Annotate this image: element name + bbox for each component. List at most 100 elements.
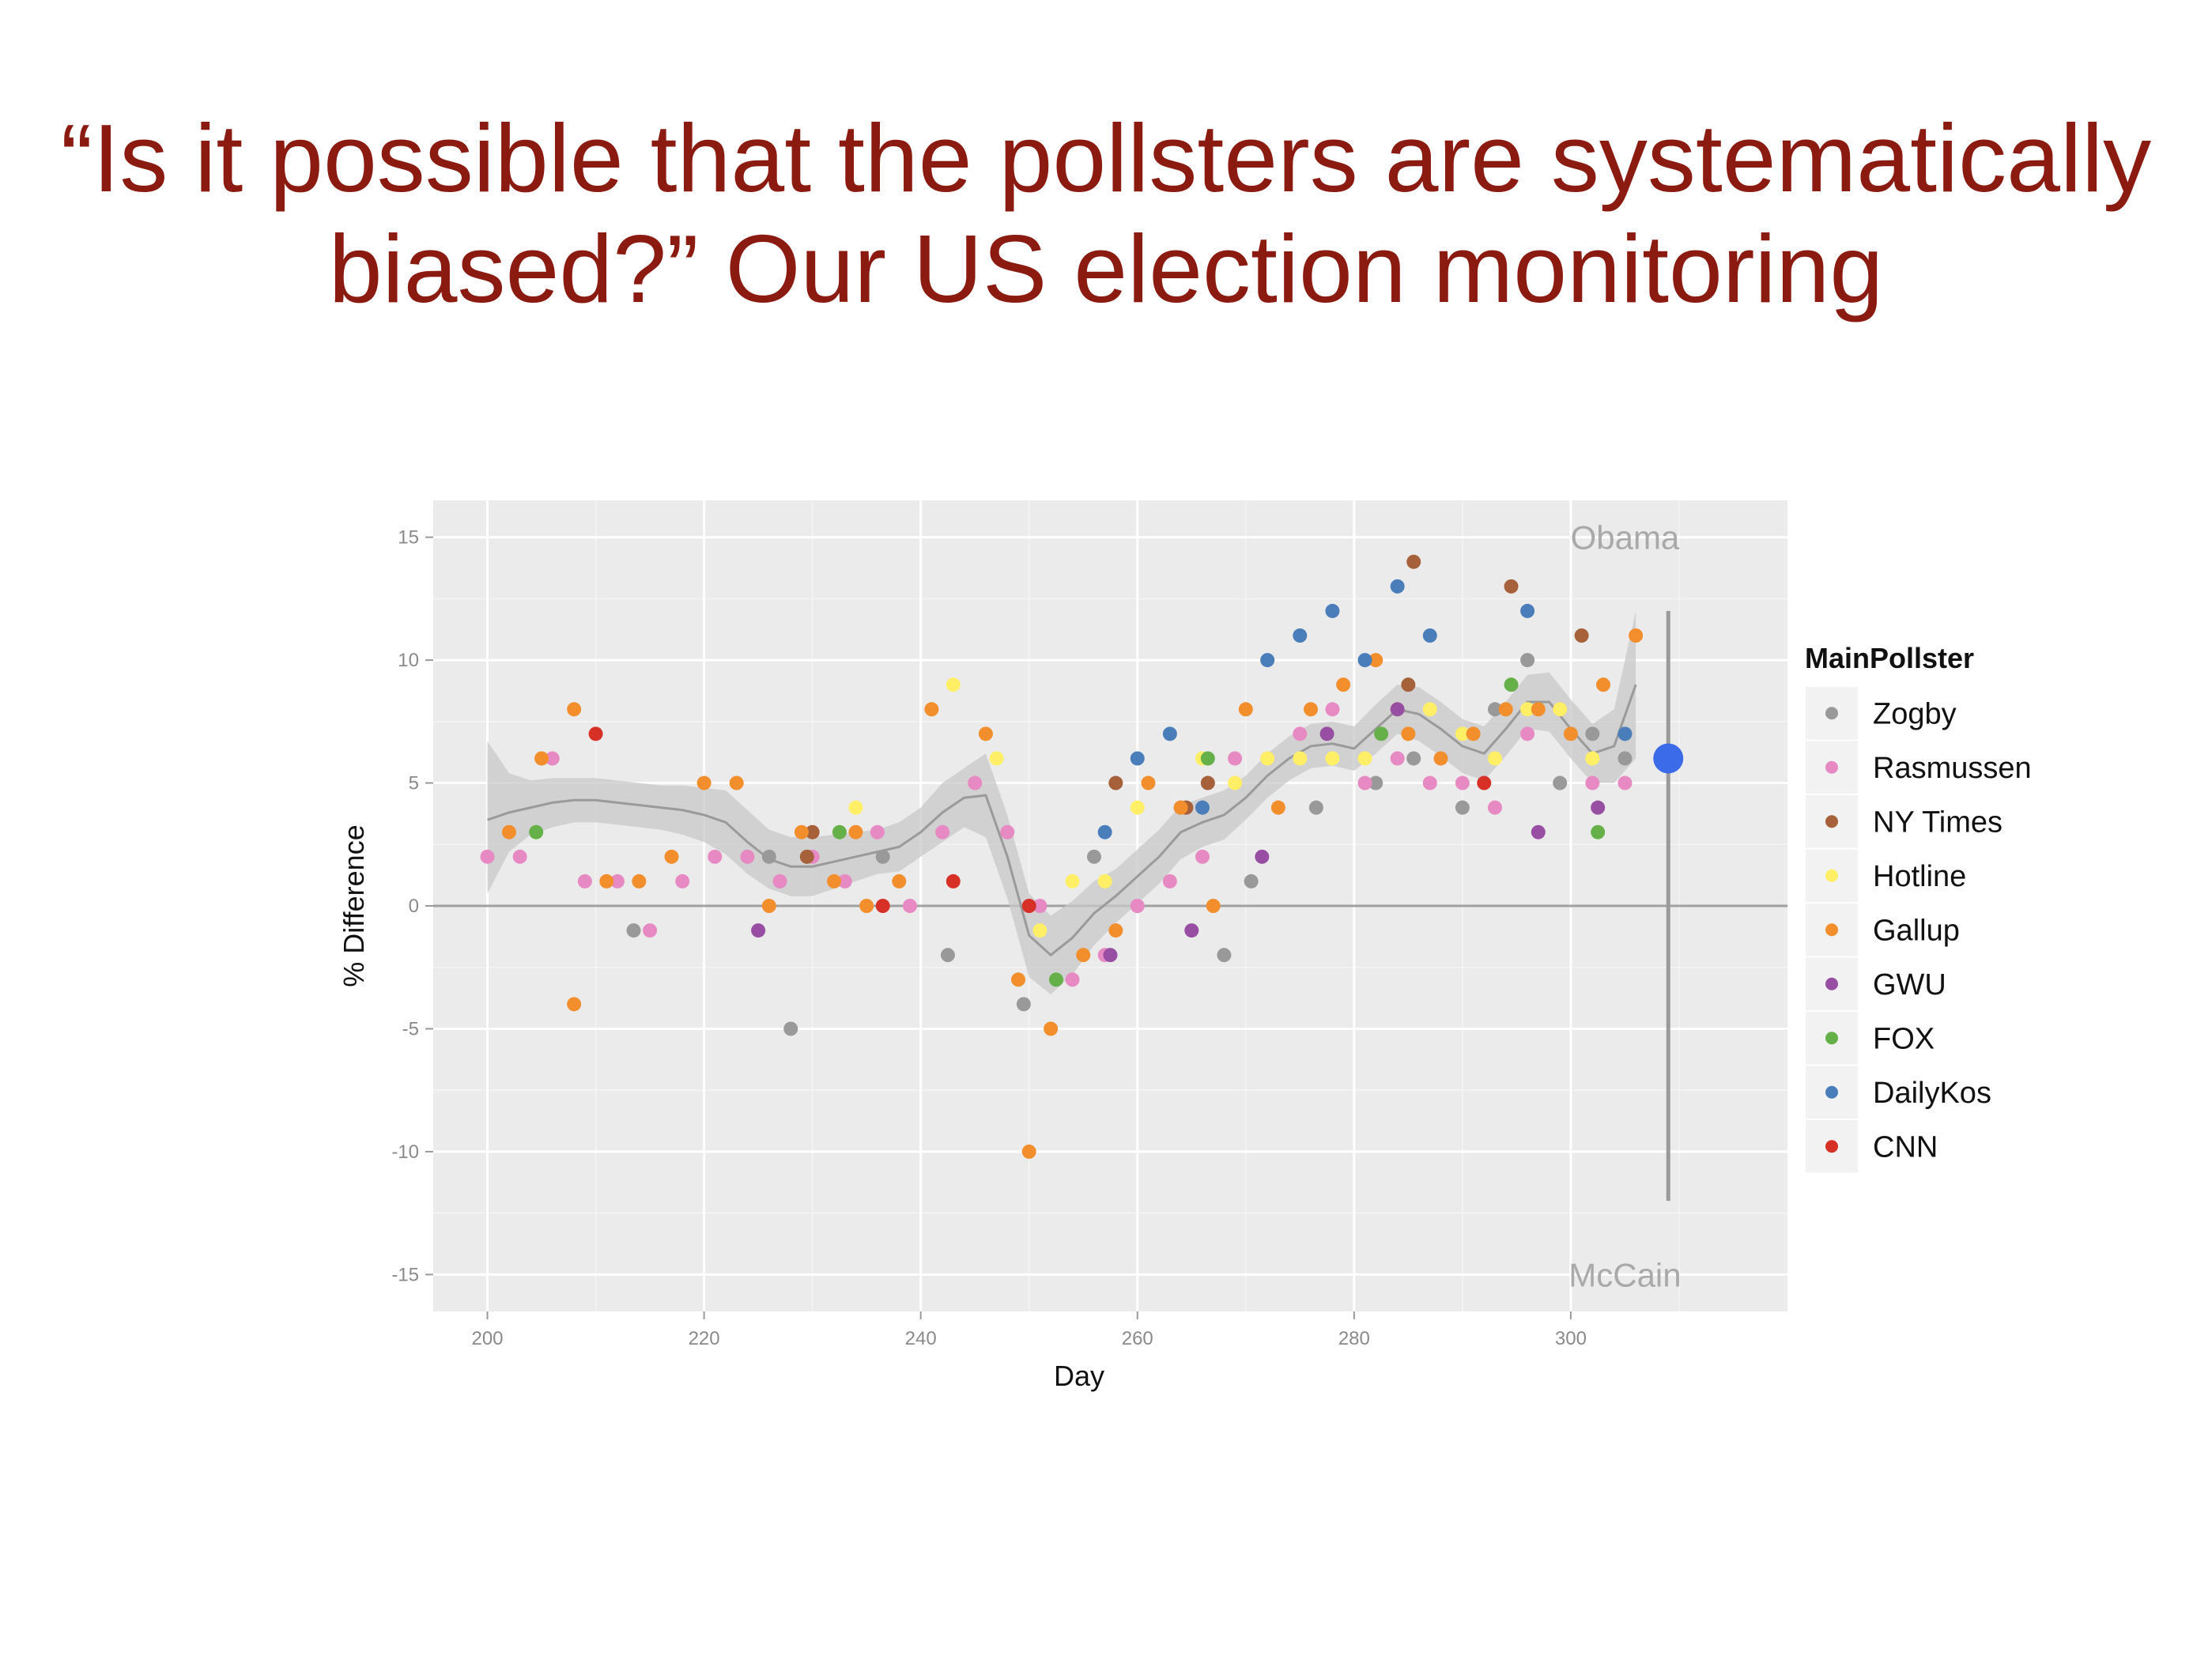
data-point (626, 923, 641, 938)
data-point (1406, 554, 1421, 569)
series-gwu (751, 702, 1606, 963)
data-point (1200, 751, 1215, 766)
x-axis-title: Day (1054, 1360, 1104, 1392)
data-point (827, 873, 842, 888)
y-axis-title: % Difference (338, 824, 370, 987)
x-tick-label: 260 (1122, 1328, 1153, 1349)
data-point (545, 751, 560, 766)
data-point (529, 824, 544, 839)
data-point (1585, 726, 1600, 741)
x-tick-label: 200 (471, 1328, 503, 1349)
data-point (875, 899, 890, 913)
data-point (1553, 775, 1568, 790)
data-point (1260, 751, 1275, 766)
data-point (1238, 702, 1253, 717)
data-point (1455, 726, 1470, 741)
data-point (1130, 800, 1145, 815)
data-point (1184, 923, 1199, 938)
confidence-band (487, 610, 1636, 994)
legend-label: Zogby (1873, 697, 1957, 730)
data-point (1477, 775, 1492, 790)
prediction-point (1653, 743, 1684, 774)
data-point (1422, 775, 1437, 790)
data-point (1487, 751, 1502, 766)
legend-label: GWU (1873, 968, 1946, 1002)
data-point (799, 849, 814, 864)
data-point (1011, 972, 1026, 987)
data-point (1065, 972, 1080, 987)
data-point (1293, 751, 1308, 766)
data-point (1032, 923, 1047, 938)
data-point (848, 824, 863, 839)
data-point (1406, 751, 1421, 766)
legend-key-marker (1825, 760, 1838, 774)
data-point (761, 899, 776, 913)
data-point (1531, 702, 1546, 717)
data-point (1629, 628, 1644, 643)
data-point (859, 899, 874, 913)
data-point (729, 775, 744, 790)
data-point (1591, 800, 1606, 815)
data-point (761, 849, 776, 864)
data-point (1585, 751, 1600, 766)
data-point (1016, 997, 1031, 1012)
data-point (1000, 824, 1015, 839)
data-point (577, 873, 592, 888)
data-point (1617, 751, 1633, 766)
data-point (567, 702, 582, 717)
data-point (740, 849, 755, 864)
data-point (1563, 726, 1578, 741)
data-point (805, 824, 820, 839)
slide-title-line-1: “Is it possible that the pollsters are s… (60, 104, 2152, 212)
legend-item-dailykos: DailyKos (1804, 1064, 1991, 1120)
data-point (1032, 899, 1047, 913)
data-point (1021, 1144, 1036, 1159)
data-point (696, 775, 712, 790)
x-tick-label: 300 (1555, 1328, 1587, 1349)
y-tick-label: 5 (409, 773, 419, 794)
data-point (1401, 677, 1416, 692)
data-point (1585, 775, 1600, 790)
data-point (632, 873, 647, 888)
legend-key-marker (1825, 707, 1838, 720)
smooth-line-path (487, 684, 1637, 957)
legend-item-cnn: CNN (1804, 1119, 1938, 1175)
data-point (1228, 751, 1243, 766)
data-point (832, 824, 847, 839)
data-point (1048, 972, 1063, 987)
data-point (1504, 579, 1519, 594)
data-point (978, 726, 993, 741)
legend-key-marker (1825, 815, 1838, 828)
data-point (1293, 628, 1308, 643)
data-point (501, 824, 516, 839)
data-point (1422, 702, 1437, 717)
x-axis-ticks: 200 220 240 260 280 300 (471, 1311, 1587, 1349)
data-point (1455, 800, 1470, 815)
legend-item-zogby: Zogby (1804, 685, 1957, 741)
legend-label: Rasmussen (1873, 752, 2032, 785)
data-point (1195, 800, 1210, 815)
data-point (1574, 628, 1589, 643)
data-point (1520, 702, 1535, 717)
data-point (1130, 899, 1145, 913)
y-tick-label: 15 (398, 527, 419, 549)
data-point (1255, 849, 1270, 864)
data-point (512, 849, 527, 864)
data-point (902, 899, 917, 913)
data-point (588, 726, 603, 741)
data-point (1065, 873, 1080, 888)
annotations: Obama McCain (1568, 519, 1681, 1294)
slide-title-line-2: biased?” Our US election monitoring (328, 215, 1884, 323)
legend-label: Hotline (1873, 860, 1966, 893)
legend: MainPollster Zogby Rasmussen NY Times Hotli… (1804, 642, 2032, 1175)
data-point (708, 849, 723, 864)
data-point (1130, 751, 1145, 766)
series-fox (529, 677, 1606, 987)
legend-item-rasmussen: Rasmussen (1804, 739, 2032, 795)
series-cnn (588, 726, 1492, 913)
data-point (1531, 824, 1546, 839)
data-point (1455, 775, 1470, 790)
annotation-obama: Obama (1571, 519, 1680, 556)
data-point (1336, 677, 1351, 692)
data-point (1206, 899, 1221, 913)
